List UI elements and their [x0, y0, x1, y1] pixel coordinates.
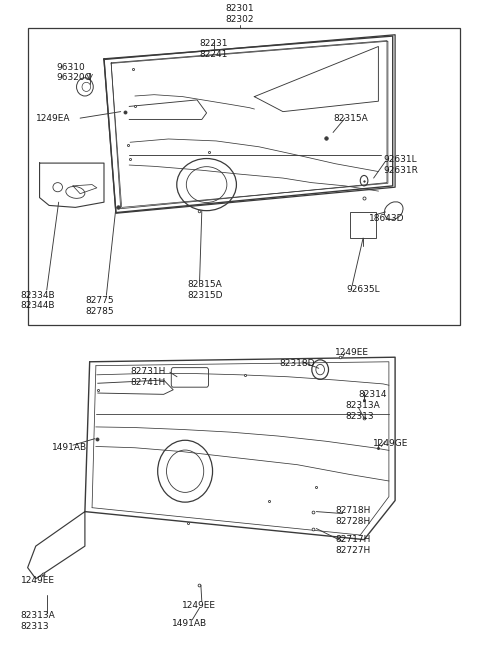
Text: 1249EE: 1249EE — [21, 576, 54, 585]
Text: 82313A
82313: 82313A 82313 — [21, 611, 55, 631]
Text: 82775
82785: 82775 82785 — [85, 296, 114, 316]
Text: 82231
82241: 82231 82241 — [199, 39, 228, 59]
Text: 82315A
82315D: 82315A 82315D — [188, 280, 223, 300]
Bar — [28, 28, 459, 325]
Text: 1249EA: 1249EA — [36, 113, 70, 122]
Text: 82731H
82741H: 82731H 82741H — [130, 367, 166, 386]
Text: 1249EE: 1249EE — [182, 601, 216, 610]
Text: 82334B
82344B: 82334B 82344B — [21, 291, 55, 310]
Text: 82314: 82314 — [359, 390, 387, 399]
Text: 1491AB: 1491AB — [172, 619, 207, 628]
Text: 18643D: 18643D — [369, 214, 404, 223]
Text: 82301
82302: 82301 82302 — [226, 4, 254, 24]
Text: 1249EE: 1249EE — [336, 348, 370, 357]
Bar — [350, 212, 376, 238]
Text: 82717H
82727H: 82717H 82727H — [336, 535, 371, 555]
Text: 82318D: 82318D — [279, 359, 314, 368]
Text: 92635L: 92635L — [346, 285, 380, 294]
Text: 1249GE: 1249GE — [372, 440, 408, 449]
Text: 1491AB: 1491AB — [51, 443, 86, 452]
Text: 96310
96320C: 96310 96320C — [56, 63, 91, 83]
Text: 92631L
92631R: 92631L 92631R — [383, 155, 418, 175]
Text: 82718H
82728H: 82718H 82728H — [336, 506, 371, 526]
Text: 82315A: 82315A — [333, 113, 368, 122]
Text: 82313A
82313: 82313A 82313 — [345, 402, 380, 421]
